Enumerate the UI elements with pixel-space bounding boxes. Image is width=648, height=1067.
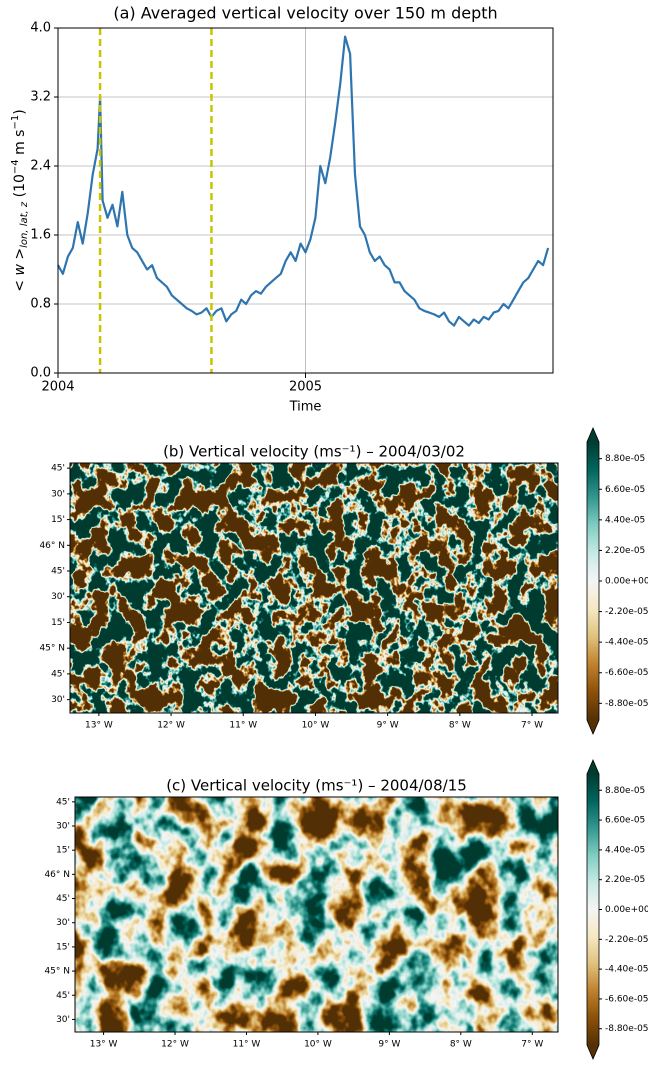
x-tick-label: 13° W bbox=[85, 721, 113, 731]
y-tick-label: 45' bbox=[51, 567, 65, 577]
y-tick-label: 30' bbox=[56, 1015, 70, 1025]
colorbar-tick-label: 8.80e-05 bbox=[605, 786, 645, 796]
y-tick-label: 30' bbox=[51, 592, 65, 602]
x-tick-label: 8° W bbox=[449, 721, 471, 731]
x-tick-label: 12° W bbox=[161, 1040, 189, 1050]
y-tick-label: 30' bbox=[56, 918, 70, 928]
colorbar bbox=[587, 442, 599, 720]
y-tick-label: 3.2 bbox=[30, 90, 51, 105]
y-tick-label: 45' bbox=[51, 669, 65, 679]
y-tick-label: 45° N bbox=[44, 967, 70, 977]
plot-frame bbox=[57, 27, 554, 374]
x-tick-label: 10° W bbox=[304, 1040, 332, 1050]
colorbar-tick-label: 6.60e-05 bbox=[605, 816, 645, 826]
colorbar-tick-label: 6.60e-05 bbox=[605, 485, 645, 495]
chart-title: (b) Vertical velocity (ms⁻¹) – 2004/03/0… bbox=[163, 443, 465, 461]
y-tick-label: 15' bbox=[51, 618, 65, 628]
x-tick-label: 2004 bbox=[41, 380, 74, 395]
colorbar bbox=[587, 774, 599, 1045]
y-tick-label: 45' bbox=[56, 894, 70, 904]
colorbar-tick-label: -2.20e-05 bbox=[605, 935, 648, 945]
y-tick-label: 4.0 bbox=[30, 21, 51, 36]
y-tick-label: 1.6 bbox=[30, 228, 51, 243]
y-tick-label: 45° N bbox=[39, 644, 65, 654]
x-tick-label: 12° W bbox=[157, 721, 185, 731]
y-axis-label: < w >lon, lat, z (10−4 m s−1) bbox=[10, 109, 30, 291]
map-frame bbox=[69, 462, 559, 714]
colorbar-extend-bottom bbox=[587, 1045, 599, 1059]
velocity-field bbox=[70, 463, 558, 713]
y-tick-label: 30' bbox=[56, 822, 70, 832]
chart-title: (c) Vertical velocity (ms⁻¹) – 2004/08/1… bbox=[166, 777, 467, 795]
y-axis-label-part: lon, lat, z bbox=[19, 201, 30, 248]
colorbar-tick-label: 4.40e-05 bbox=[605, 845, 645, 855]
y-tick-label: 45' bbox=[51, 464, 65, 474]
y-axis-label-part: < w > bbox=[12, 248, 28, 292]
colorbar-tick-label: 0.00e+00 bbox=[605, 905, 648, 915]
y-tick-label: 30' bbox=[51, 489, 65, 499]
x-tick-label: 9° W bbox=[377, 721, 399, 731]
colorbar-tick-label: -6.60e-05 bbox=[605, 668, 648, 678]
data-line bbox=[57, 35, 550, 327]
y-tick-label: 45' bbox=[56, 991, 70, 1001]
y-tick-label: 46° N bbox=[39, 541, 65, 551]
colorbar-tick-label: 8.80e-05 bbox=[605, 454, 645, 464]
x-tick-label: 8° W bbox=[450, 1040, 472, 1050]
x-tick-label: 7° W bbox=[521, 1040, 543, 1050]
colorbar-tick-label: -6.60e-05 bbox=[605, 994, 648, 1004]
y-tick-label: 15' bbox=[56, 942, 70, 952]
x-tick-label: 13° W bbox=[90, 1040, 118, 1050]
x-tick-label: 7° W bbox=[521, 721, 543, 731]
y-tick-label: 0.8 bbox=[30, 297, 51, 312]
colorbar-tick-label: -4.40e-05 bbox=[605, 965, 648, 975]
colorbar-tick-label: -2.20e-05 bbox=[605, 607, 648, 617]
y-axis-label-part: (10 bbox=[12, 174, 28, 202]
colorbar-tick-label: 0.00e+00 bbox=[605, 577, 648, 587]
y-tick-label: 45' bbox=[56, 797, 70, 807]
y-tick-label: 46° N bbox=[44, 870, 70, 880]
colorbar-outline bbox=[586, 426, 600, 736]
colorbar-outline bbox=[586, 758, 600, 1061]
chart-title: (a) Averaged vertical velocity over 150 … bbox=[113, 4, 497, 23]
colorbar-tick-label: 2.20e-05 bbox=[605, 546, 645, 556]
velocity-field bbox=[75, 797, 558, 1032]
map-frame bbox=[74, 796, 559, 1033]
colorbar-extend-top bbox=[587, 760, 599, 774]
x-tick-label: 10° W bbox=[302, 721, 330, 731]
y-axis-label-part: −4 bbox=[10, 159, 21, 174]
colorbar-tick-label: -8.80e-05 bbox=[605, 1024, 648, 1034]
colorbar-tick-label: 2.20e-05 bbox=[605, 875, 645, 885]
x-tick-label: 2005 bbox=[289, 380, 322, 395]
colorbar-tick-label: 4.40e-05 bbox=[605, 515, 645, 525]
y-tick-label: 2.4 bbox=[30, 159, 51, 174]
y-tick-label: 30' bbox=[51, 695, 65, 705]
y-tick-label: 15' bbox=[56, 846, 70, 856]
x-tick-label: 9° W bbox=[378, 1040, 400, 1050]
colorbar-extend-bottom bbox=[587, 720, 599, 734]
y-tick-label: 15' bbox=[51, 515, 65, 525]
y-axis-label-part: ) bbox=[12, 109, 28, 114]
colorbar-extend-top bbox=[587, 428, 599, 442]
x-tick-label: 11° W bbox=[229, 721, 257, 731]
y-axis-label-part: m s bbox=[12, 130, 28, 160]
x-tick-label: 11° W bbox=[233, 1040, 261, 1050]
colorbar-tick-label: -4.40e-05 bbox=[605, 638, 648, 648]
y-tick-label: 0.0 bbox=[30, 366, 51, 381]
colorbar-tick-label: -8.80e-05 bbox=[605, 699, 648, 709]
x-axis-label: Time bbox=[289, 400, 322, 415]
y-axis-label-part: −1 bbox=[10, 115, 21, 130]
